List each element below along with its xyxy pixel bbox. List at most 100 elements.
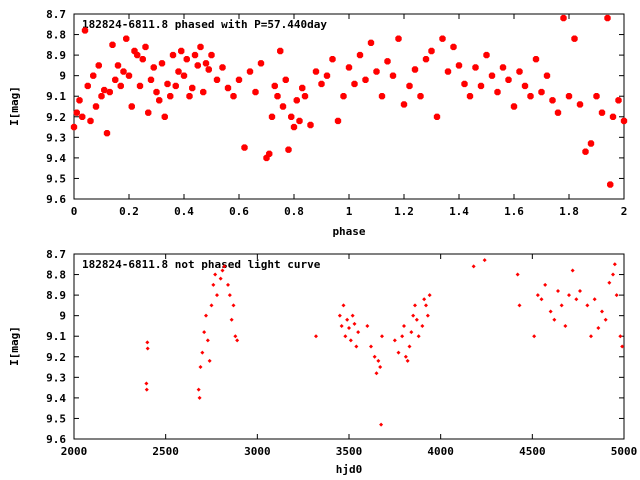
phased-data-point [169, 51, 177, 59]
unphased-data-point [376, 358, 381, 363]
phased-data-point [117, 82, 124, 90]
unphased-data-point [213, 272, 218, 277]
unphased-data-point [567, 293, 571, 298]
unphased-x-tick-label: 4000 [427, 445, 454, 458]
phased-x-tick-label: 0.6 [229, 205, 249, 218]
phased-data-point [101, 86, 108, 94]
phased-data-point [106, 88, 113, 96]
unphased-data-point [347, 326, 351, 330]
phased-data-point [194, 62, 201, 69]
phased-y-tick-label: 9.5 [46, 172, 66, 185]
unphased-data-point [343, 334, 348, 339]
phased-data-point [406, 82, 413, 90]
phased-data-point [241, 144, 248, 151]
unphased-data-point [356, 330, 361, 335]
phased-x-tick-label: 0 [71, 205, 78, 218]
unphased-data-point [337, 313, 342, 318]
unphased-data-point [614, 293, 619, 298]
phased-data-point [191, 51, 199, 59]
unphased-plot-frame [73, 253, 625, 440]
unphased-data-point [570, 268, 575, 273]
phased-data-point [186, 93, 193, 100]
unphased-data-point [339, 323, 344, 328]
phased-data-point [521, 82, 529, 90]
unphased-data-point [196, 387, 201, 392]
unphased-data-point [345, 317, 350, 322]
unphased-data-point [400, 334, 405, 339]
phased-data-point [219, 64, 226, 71]
unphased-data-point [548, 309, 553, 314]
unphased-x-axis-label: hjd0 [336, 463, 363, 476]
phased-data-point [189, 84, 196, 92]
phased-y-tick-label: 8.8 [46, 29, 66, 42]
unphased-data-point [222, 264, 227, 269]
phased-data-point [439, 35, 446, 42]
phased-data-point [87, 117, 94, 125]
phased-data-point [378, 93, 386, 100]
phased-data-point [266, 150, 273, 157]
phased-y-axis-label: I[mag] [8, 86, 21, 126]
phased-data-point [351, 80, 358, 88]
phased-data-point [202, 60, 210, 67]
unphased-data-point [600, 309, 604, 314]
phased-data-point [290, 123, 298, 131]
phased-axes-ticks: 0 0.2 0.4 0.6 0.8 1 1.2 1.4 1.6 1.8 2 8.7 8.8 8.9 9 9.1… [46, 8, 627, 218]
phased-data-point [565, 93, 573, 100]
unphased-data-point [517, 303, 522, 308]
unphased-data-point [618, 334, 623, 339]
phased-data-point [411, 66, 419, 73]
unphased-y-tick-label: 9.3 [46, 371, 66, 384]
phased-data-point [84, 82, 91, 90]
phased-data-point [373, 68, 380, 75]
unphased-data-point [482, 258, 487, 263]
phased-data-point [246, 68, 254, 75]
unphased-data-point [314, 334, 318, 339]
unphased-y-tick-label: 9.2 [46, 351, 66, 364]
phased-x-axis-label: phase [332, 225, 365, 238]
phased-data-point [147, 76, 155, 83]
phased-data-point [505, 76, 512, 83]
phased-data-point [620, 117, 628, 125]
phased-data-point [329, 56, 336, 63]
unphased-data-point [145, 340, 150, 345]
unphased-data-point [365, 323, 370, 328]
phased-data-point [477, 82, 485, 90]
phased-data-point [582, 148, 589, 155]
unphased-data-point [350, 313, 355, 318]
unphased-y-tick-label: 9.5 [46, 412, 66, 425]
unphased-data-point [559, 303, 564, 308]
phased-y-tick-label: 8.9 [46, 49, 66, 62]
unphased-data-point [607, 280, 612, 285]
phased-plot-frame [73, 13, 625, 200]
phased-data-point [455, 62, 463, 69]
phased-data-point [282, 76, 289, 83]
unphased-y-tick-label: 9.1 [46, 330, 66, 343]
phased-data-point [604, 14, 611, 22]
phased-y-tick-label: 9.3 [46, 131, 66, 144]
phased-data-point [112, 76, 119, 83]
unphased-y-tick-label: 8.8 [46, 269, 66, 282]
phased-x-tick-label: 1.8 [559, 205, 579, 218]
unphased-data-points [144, 258, 625, 427]
unphased-data-point [515, 272, 520, 277]
phased-data-point [70, 123, 78, 131]
unphased-data-point [209, 303, 214, 308]
phased-data-point [334, 117, 342, 125]
unphased-x-tick-label: 5000 [611, 445, 638, 458]
phased-data-point [395, 35, 402, 42]
unphased-data-point [144, 381, 149, 386]
unphased-axes-ticks: 2000 2500 3000 3500 4000 4500 5000 8.7 8.8 8.9 9 9.… [46, 248, 637, 458]
unphased-data-point [231, 303, 236, 308]
unphased-data-point [592, 297, 597, 302]
unphased-data-point [471, 264, 476, 269]
phased-data-point [607, 181, 614, 188]
phased-data-point [422, 56, 430, 63]
unphased-data-point [413, 303, 417, 308]
unphased-data-point [585, 303, 590, 308]
phased-data-point [527, 93, 534, 100]
unphased-data-point [596, 326, 601, 330]
phased-data-point [472, 64, 479, 71]
phased-data-point [90, 72, 97, 79]
phased-x-tick-label: 1.2 [394, 205, 414, 218]
phased-data-point [98, 93, 105, 100]
